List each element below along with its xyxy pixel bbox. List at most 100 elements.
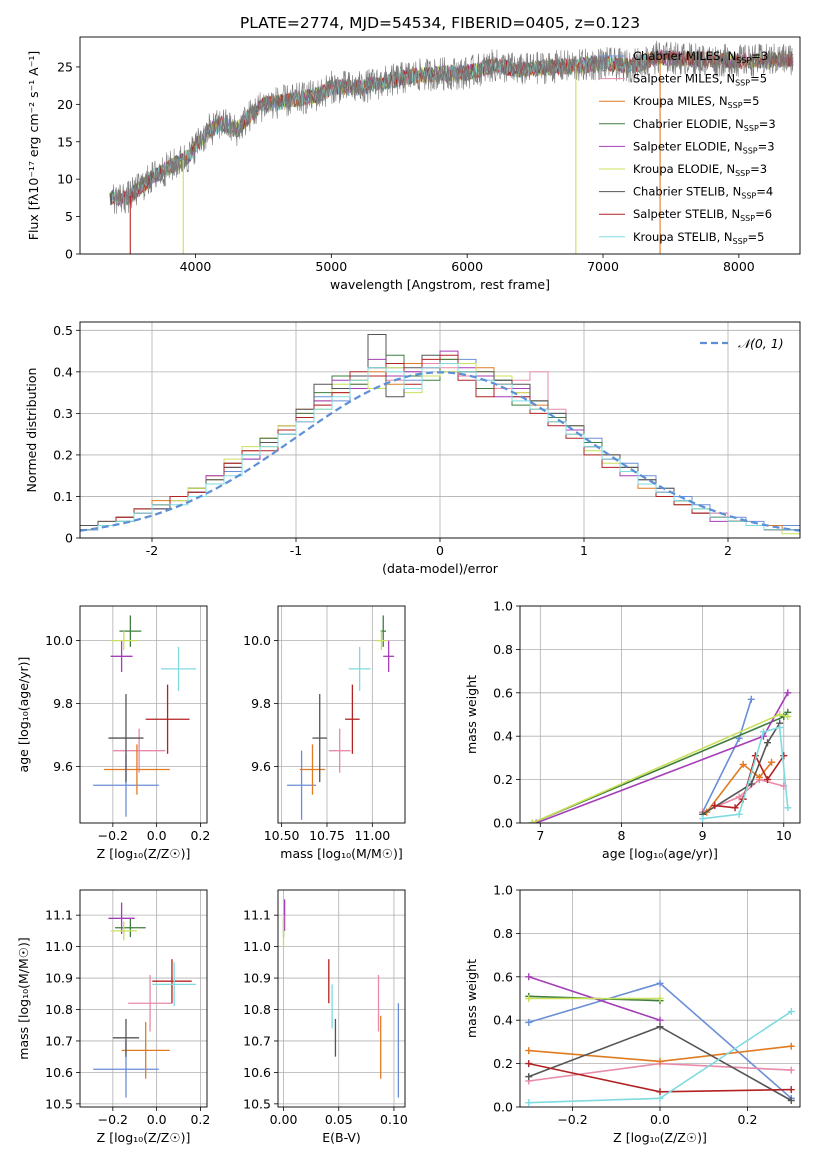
point-kroupa_elodie — [784, 713, 792, 721]
y-tick-label: 0 — [65, 531, 73, 546]
point-salpeter_elodie — [656, 1016, 664, 1024]
x-tick-label: 0.05 — [325, 1112, 353, 1127]
x-tick-label: 7000 — [587, 259, 619, 274]
panel-spectrum: 4000 5000 6000 7000 8000 0 5 10 15 20 25 wavelength… — [26, 36, 801, 292]
plot-frame — [519, 889, 801, 1108]
y-tick-label: 0.4 — [53, 364, 73, 379]
y-tick-label: 1.0 — [493, 599, 513, 614]
y-tick-label: 9.8 — [251, 696, 271, 711]
x-tick-label: 5000 — [315, 259, 347, 274]
x-tick-label: 0.0 — [147, 1112, 167, 1127]
spectrum-chabrier_miles — [109, 53, 647, 205]
x-axis-label: age [log₁₀(age/yr)] — [602, 846, 718, 861]
weight-lines — [528, 689, 792, 823]
y-tick-label: 11.1 — [243, 908, 271, 923]
errorbars — [93, 615, 197, 817]
point-kroupa_elodie — [525, 995, 533, 1002]
point-salpeter_stelib — [525, 1060, 533, 1068]
weight-lines — [525, 973, 795, 1107]
point-chabrier_stelib — [787, 1096, 795, 1104]
x-tick-label: 0.00 — [270, 1112, 298, 1127]
point-kroupa_elodie — [528, 819, 536, 823]
x-axis-label: E(B-V) — [322, 1130, 361, 1145]
point-chabrier_stelib — [747, 780, 755, 788]
y-axis-label: mass weight — [464, 675, 479, 754]
y-tick-label: 9.6 — [251, 759, 271, 774]
y-tick-label: 10 — [57, 172, 73, 187]
x-tick-label: 10.50 — [264, 828, 300, 843]
y-tick-label: 11.0 — [243, 939, 271, 954]
y-tick-label: 25 — [57, 59, 73, 74]
point-salpeter_elodie — [525, 973, 533, 981]
point-kroupa_stelib — [759, 728, 767, 736]
y-tick-label: 10.8 — [45, 1002, 73, 1017]
point-salpeter_stelib — [787, 1086, 795, 1094]
panel-mass_weight_vs_age: 7 8 9 10 0.0 0.2 0.4 0.6 0.8 1.0 age [log₁₀(age/yr… — [464, 599, 801, 861]
legend-label: Salpeter MILES, NSSP=5 — [633, 72, 767, 88]
point-salpeter_stelib — [711, 802, 719, 810]
x-tick-label: 10 — [776, 828, 792, 843]
y-tick-label: 10.5 — [45, 1096, 73, 1111]
y-tick-label: 0.2 — [493, 1056, 513, 1071]
y-tick-label: 20 — [57, 97, 73, 112]
x-axis-label: wavelength [Angstrom, rest frame] — [330, 277, 550, 292]
y-tick-label: 0.8 — [493, 642, 513, 657]
y-tick-label: 0.8 — [493, 926, 513, 941]
point-chabrier_miles — [656, 979, 664, 987]
y-tick-label: 0.0 — [493, 816, 513, 831]
errorbars — [93, 902, 197, 1098]
line-salpeter_elodie — [535, 692, 789, 823]
point-salpeter_elodie — [784, 689, 792, 697]
plot-frame — [79, 889, 208, 1108]
point-chabrier_miles — [747, 695, 755, 703]
panel-residuals: -2 -1 0 1 2 0 0.1 0.2 0.3 0.4 0.5 (data-model)/erro… — [24, 321, 801, 576]
x-tick-label: −0.2 — [98, 828, 128, 843]
x-axis-label: (data-model)/error — [382, 561, 499, 576]
y-tick-label: 10.8 — [243, 1002, 271, 1017]
y-tick-label: 10.0 — [45, 633, 73, 648]
spectrum-observed — [112, 40, 794, 214]
x-tick-label: 8000 — [723, 259, 755, 274]
x-tick-label: 0.10 — [380, 1112, 408, 1127]
residual-legend: 𝒩(0, 1) — [700, 336, 784, 351]
x-tick-label: 1 — [580, 543, 588, 558]
y-tick-label: 10.0 — [243, 633, 271, 648]
y-tick-label: 5 — [65, 209, 73, 224]
y-tick-label: 0 — [65, 247, 73, 262]
point-chabrier_miles — [525, 1018, 533, 1026]
y-tick-label: 10.6 — [45, 1065, 73, 1080]
x-tick-label: 0.2 — [190, 828, 210, 843]
errorbars — [282, 899, 400, 1098]
line-salpeter_miles — [702, 778, 785, 813]
y-tick-label: 0.4 — [493, 1013, 513, 1028]
point-kroupa_miles — [656, 1057, 664, 1065]
y-axis-label: Flux [fλ10⁻¹⁷ erg cm⁻² s⁻¹ A⁻¹] — [26, 51, 41, 240]
x-tick-label: −0.2 — [557, 1112, 587, 1127]
x-tick-label: −0.2 — [98, 1112, 128, 1127]
point-kroupa_miles — [755, 773, 763, 781]
point-chabrier_stelib — [764, 739, 772, 747]
y-tick-label: 0.6 — [493, 685, 513, 700]
plot-frame — [277, 889, 406, 1108]
figure-title: PLATE=2774, MJD=54534, FIBERID=0405, z=0… — [240, 14, 640, 32]
x-tick-label: 0.0 — [147, 828, 167, 843]
x-tick-label: 4000 — [180, 259, 212, 274]
plot-frame — [277, 605, 406, 824]
point-kroupa_stelib — [735, 810, 743, 818]
point-kroupa_miles — [525, 1047, 533, 1055]
point-salpeter_stelib — [780, 752, 788, 760]
legend-label: Chabrier MILES, NSSP=3 — [633, 49, 768, 65]
x-axis-label: Z [log₁₀(Z/Z☉)] — [97, 1130, 191, 1145]
x-tick-label: 0 — [436, 543, 444, 558]
point-chabrier_stelib — [525, 1073, 533, 1081]
panel-age_vs_Z: −0.2 0.0 0.2 9.6 9.8 10.0 Z [log₁₀(Z/Z☉)] age [… — [16, 605, 210, 861]
y-tick-label: 0.5 — [53, 323, 73, 338]
x-tick-label: 8 — [617, 828, 625, 843]
point-kroupa_elodie — [656, 995, 664, 1002]
x-tick-label: 0.2 — [738, 1112, 758, 1127]
panel-mass_vs_ebv: 0.00 0.05 0.10 10.5 10.6 10.7 10.8 10.9 11.0 11.1… — [243, 889, 408, 1145]
legend-label: Kroupa ELODIE, NSSP=3 — [633, 162, 767, 178]
point-kroupa_stelib — [525, 1099, 533, 1107]
spectrum-kroupa_stelib — [111, 54, 647, 206]
